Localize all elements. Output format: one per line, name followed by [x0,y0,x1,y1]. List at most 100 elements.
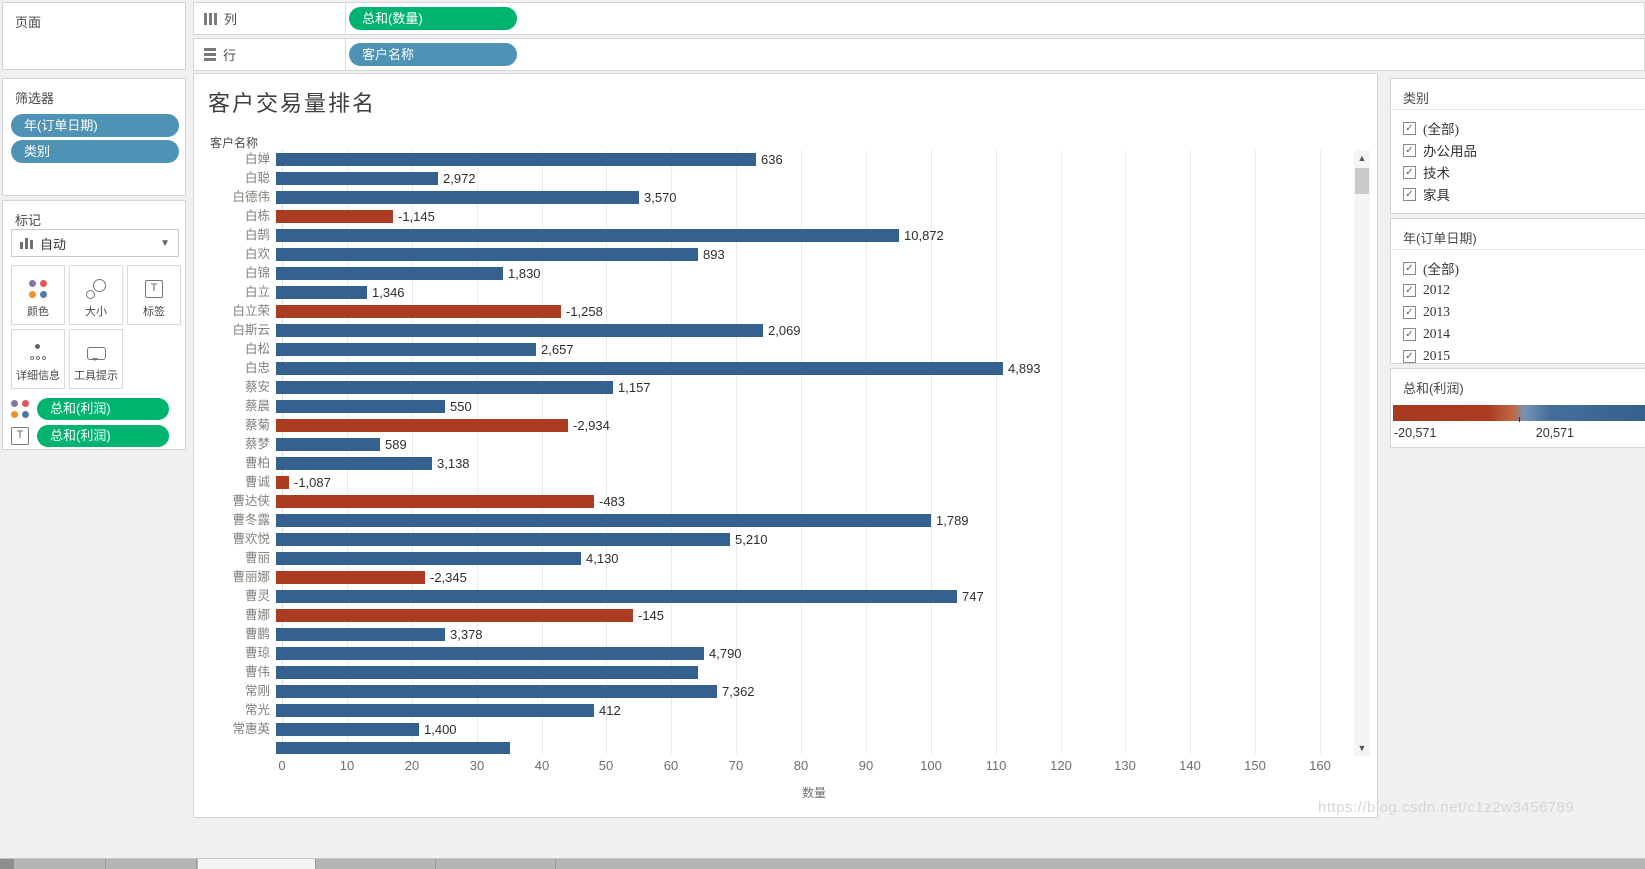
chevron-down-icon[interactable]: ▼ [160,237,170,249]
scroll-up-icon[interactable]: ▲ [1354,150,1370,166]
x-axis-ticks: 0 10 20 30 40 50 60 70 80 90 100 110 120 130 140 150 160 [194,758,1379,776]
filters-shelf: 筛选器 年(订单日期) 类别 [2,78,186,196]
bar[interactable] [276,267,503,280]
sheet-tab[interactable] [317,859,436,869]
rows-pill-customer-name[interactable]: 客户名称 [349,43,517,66]
bar[interactable] [276,191,639,204]
bar[interactable] [276,590,957,603]
gridline [736,150,737,754]
year-filter-item[interactable]: ✓ 2013 [1403,301,1637,323]
sheet-tab[interactable] [0,859,14,869]
marks-pill-sum-profit[interactable]: 总和(利润) [37,397,169,420]
bar[interactable] [276,343,536,356]
checkbox-label: 2015 [1423,348,1450,363]
bar[interactable] [276,685,717,698]
bar[interactable] [276,742,510,754]
checkbox-checked[interactable]: ✓ [1403,349,1416,363]
rows-shelf: 行 客户名称 [193,38,1645,71]
profit-legend-title: 总和(利润) [1403,381,1464,396]
marks-button-label[interactable]: T 标签 [127,265,181,325]
category-filter-item[interactable]: ✓ 家具 [1403,183,1637,205]
x-tick-label: 20 [404,758,420,773]
bar[interactable] [276,229,899,242]
sheet-tab[interactable] [15,859,106,869]
bar-row: 曹灵 747 [194,587,1346,606]
category-filter-item[interactable]: ✓ 办公用品 [1403,139,1637,161]
mark-type-dropdown[interactable]: 自动 ▼ [11,229,179,257]
bar[interactable] [276,609,633,622]
bar[interactable] [276,628,445,641]
gridline [801,150,802,754]
checkbox-checked[interactable]: ✓ [1403,327,1416,341]
bar-row: 曹柏 3,138 [194,454,1346,473]
bar-value-label: 1,400 [424,722,457,737]
bar-cell: 636 [276,150,1346,169]
bar-row: 白斯云 2,069 [194,321,1346,340]
bar[interactable] [276,495,594,508]
scrollbar-thumb[interactable] [1355,168,1369,194]
bar[interactable] [276,666,698,679]
category-filter-item[interactable]: ✓ 技术 [1403,161,1637,183]
rows-icon [204,48,216,61]
gridline [1320,150,1321,754]
filter-pill[interactable]: 年(订单日期) [11,114,179,137]
bar[interactable] [276,514,931,527]
year-filter-item[interactable]: ✓ (全部) [1403,257,1637,279]
checkbox-checked[interactable]: ✓ [1403,305,1416,319]
sheet-tab[interactable] [107,859,197,869]
bar[interactable] [276,286,367,299]
diverging-color-ramp[interactable] [1393,405,1645,422]
x-tick-label: 90 [858,758,874,773]
vertical-scrollbar[interactable]: ▲ ▼ [1354,150,1370,756]
checkbox-checked[interactable]: ✓ [1403,187,1416,201]
filter-pill[interactable]: 类别 [11,140,179,163]
bar[interactable] [276,704,594,717]
bar[interactable] [276,571,425,584]
bar[interactable] [276,419,568,432]
bar[interactable] [276,476,289,489]
bar[interactable] [276,172,438,185]
bar[interactable] [276,324,763,337]
bar[interactable] [276,400,445,413]
rows-shelf-label: 行 [194,39,346,70]
bar[interactable] [276,457,432,470]
checkbox-label: (全部) [1423,122,1459,137]
checkbox-checked[interactable]: ✓ [1403,143,1416,157]
marks-button-tooltip[interactable]: 工具提示 [69,329,123,389]
scroll-down-icon[interactable]: ▼ [1354,740,1370,756]
bar[interactable] [276,533,730,546]
bar[interactable] [276,723,419,736]
bar[interactable] [276,362,1003,375]
marks-button-color[interactable]: 颜色 [11,265,65,325]
year-filter-item[interactable]: ✓ 2012 [1403,279,1637,301]
bar[interactable] [276,210,393,223]
year-filter-item[interactable]: ✓ 2015 [1403,345,1637,367]
bar-cell [276,739,1346,754]
category-filter-item[interactable]: ✓ (全部) [1403,117,1637,139]
checkbox-checked[interactable]: ✓ [1403,121,1416,135]
marks-button-size[interactable]: 大小 [69,265,123,325]
sheet-tab-active[interactable] [198,859,316,869]
bar[interactable] [276,153,756,166]
year-filter-item[interactable]: ✓ 2014 [1403,323,1637,345]
bar[interactable] [276,305,561,318]
bar[interactable] [276,552,581,565]
profit-color-legend: 总和(利润) -20,571 20,571 [1390,368,1645,448]
bar-row: 白忠 4,893 [194,359,1346,378]
checkbox-checked[interactable]: ✓ [1403,165,1416,179]
bar-cell: 7,362 [276,682,1346,701]
bar[interactable] [276,438,380,451]
x-axis-title: 数量 [801,786,826,800]
checkbox-checked[interactable]: ✓ [1403,261,1416,275]
bar[interactable] [276,381,613,394]
bar[interactable] [276,647,704,660]
checkbox-checked[interactable]: ✓ [1403,283,1416,297]
bar-value-label: 3,138 [437,456,470,471]
sheet-tab[interactable] [437,859,556,869]
marks-pill-sum-profit[interactable]: 总和(利润) [37,424,169,447]
columns-pill-sum-quantity[interactable]: 总和(数量) [349,7,517,30]
bar-row [194,739,1346,754]
marks-button-detail[interactable]: 详细信息 [11,329,65,389]
bar[interactable] [276,248,698,261]
checkbox-label: 技术 [1423,166,1450,181]
